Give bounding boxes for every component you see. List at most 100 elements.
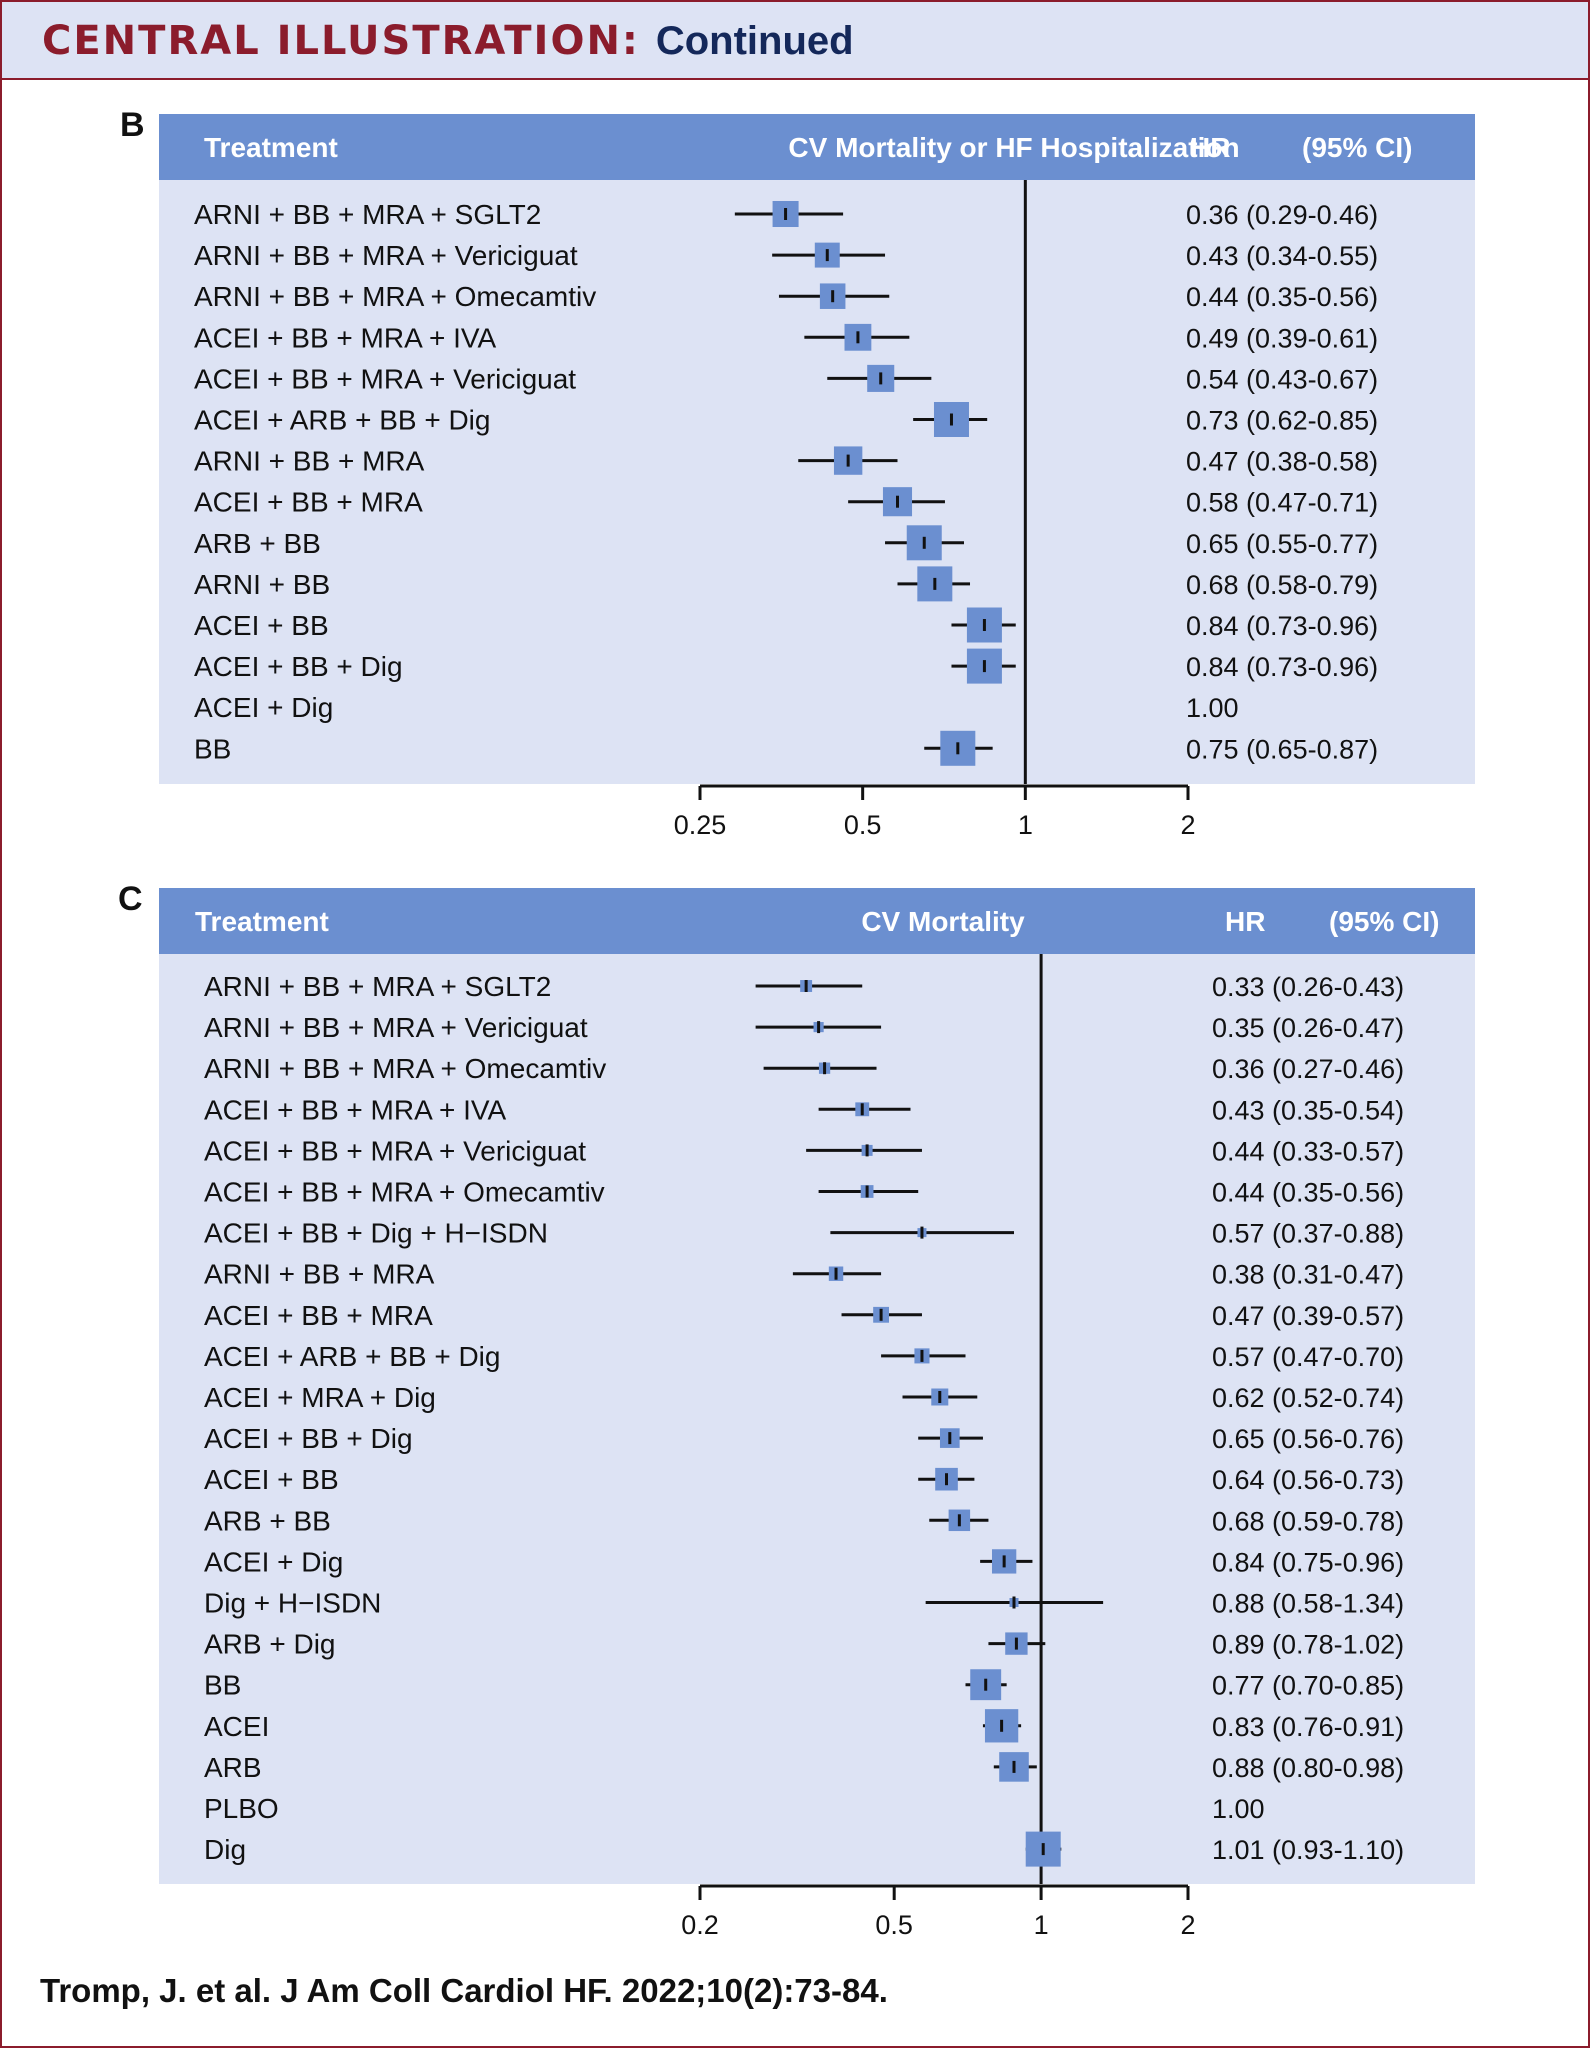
treatment-label: ARB + BB [194,528,321,559]
hr-value-text: 0.88 (0.80-0.98) [1212,1753,1404,1783]
treatment-label: ARNI + BB + MRA [194,446,425,477]
citation: Tromp, J. et al. J Am Coll Cardiol HF. 2… [40,1972,888,2009]
treatment-label: ACEI + BB [204,1464,339,1495]
hr-value-text: 1.00 [1212,1794,1265,1824]
hr-value-text: 0.65 (0.56-0.76) [1212,1424,1404,1454]
forest-plot-panel-c: Treatment CV Mortality HR (95% CI) ARNI + BB… [159,888,1475,1940]
treatment-label: ACEI + Dig [194,692,333,723]
treatment-label: ACEI + BB [194,610,329,641]
treatment-label: PLBO [204,1793,279,1824]
treatment-label: BB [194,733,231,764]
hr-value-text: 0.88 (0.58-1.34) [1212,1589,1404,1619]
hr-value-text: 0.89 (0.78-1.02) [1212,1630,1404,1660]
x-axis-tick-label: 1 [1018,810,1033,840]
hr-value-text: 0.35 (0.26-0.47) [1212,1013,1404,1043]
treatment-label: Dig [204,1834,246,1865]
hr-value-text: 0.58 (0.47-0.71) [1186,488,1378,518]
x-axis-tick-label: 2 [1180,810,1195,840]
column-header-hr: HR [1190,132,1230,163]
hr-value-text: 0.83 (0.76-0.91) [1212,1712,1404,1742]
hr-value-text: 0.84 (0.73-0.96) [1186,611,1378,641]
hr-value-text: 0.68 (0.59-0.78) [1212,1506,1404,1536]
treatment-label: ARB + Dig [204,1629,336,1660]
hr-value-text: 0.62 (0.52-0.74) [1212,1383,1404,1413]
panel-body [159,180,1475,784]
x-axis-tick-label: 0.25 [674,810,727,840]
panel-label-b: B [120,106,145,144]
hr-value-text: 0.57 (0.47-0.70) [1212,1342,1404,1372]
treatment-label: ARNI + BB + MRA + SGLT2 [204,971,551,1002]
treatment-label: BB [204,1670,241,1701]
column-header-outcome: CV Mortality or HF Hospitalization [788,132,1239,163]
treatment-label: ARNI + BB + MRA [204,1259,435,1290]
hr-value-text: 0.68 (0.58-0.79) [1186,570,1378,600]
treatment-label: ACEI + BB + Dig + H−ISDN [204,1218,548,1249]
treatment-label: ACEI [204,1711,269,1742]
table-header-band [159,888,1475,954]
hr-value-text: 0.36 (0.27-0.46) [1212,1054,1404,1084]
treatment-label: ACEI + Dig [204,1546,343,1577]
hr-value-text: 1.01 (0.93-1.10) [1212,1835,1404,1865]
treatment-label: ARNI + BB + MRA + SGLT2 [194,199,541,230]
treatment-label: ACEI + BB + MRA + Vericiguat [194,363,576,394]
treatment-label: ARNI + BB [194,569,330,600]
hr-value-text: 0.75 (0.65-0.87) [1186,734,1378,764]
treatment-label: ACEI + MRA + Dig [204,1382,436,1413]
x-axis-tick-label: 1 [1034,1910,1049,1940]
title-sub: Continued [655,19,854,63]
column-header-ci: (95% CI) [1302,132,1412,163]
treatment-label: ACEI + ARB + BB + Dig [204,1341,500,1372]
treatment-label: ARB [204,1752,262,1783]
panel-label-c: C [118,880,143,918]
forest-plot-panel-b: Treatment CV Mortality or HF Hospitalizat… [159,114,1475,840]
hr-value-text: 0.47 (0.38-0.58) [1186,447,1378,477]
hr-value-text: 0.44 (0.35-0.56) [1186,282,1378,312]
title-band: CENTRAL ILLUSTRATION: Continued [2,2,1588,80]
hr-value-text: 0.36 (0.29-0.46) [1186,200,1378,230]
table-header-band [159,114,1475,180]
hr-value-text: 0.38 (0.31-0.47) [1212,1260,1404,1290]
column-header-outcome: CV Mortality [861,906,1025,937]
hr-value-text: 0.84 (0.73-0.96) [1186,652,1378,682]
x-axis-tick-label: 0.5 [844,810,882,840]
hr-value-text: 0.44 (0.35-0.56) [1212,1178,1404,1208]
treatment-label: ARB + BB [204,1505,331,1536]
hr-value-text: 0.49 (0.39-0.61) [1186,323,1378,353]
treatment-label: ACEI + BB + MRA + IVA [204,1094,506,1125]
x-axis-tick-label: 2 [1180,1910,1195,1940]
hr-value-text: 0.47 (0.39-0.57) [1212,1301,1404,1331]
panel-body [159,954,1475,1884]
column-header-hr: HR [1225,906,1265,937]
treatment-label: ARNI + BB + MRA + Omecamtiv [194,281,596,312]
treatment-label: ARNI + BB + MRA + Omecamtiv [204,1053,606,1084]
treatment-label: ACEI + BB + MRA + Vericiguat [204,1135,586,1166]
page-title: CENTRAL ILLUSTRATION: Continued [42,18,854,64]
treatment-label: ACEI + BB + MRA [194,487,423,518]
hr-value-text: 0.57 (0.37-0.88) [1212,1219,1404,1249]
hr-value-text: 0.73 (0.62-0.85) [1186,406,1378,436]
hr-value-text: 0.44 (0.33-0.57) [1212,1136,1404,1166]
hr-value-text: 0.33 (0.26-0.43) [1212,972,1404,1002]
hr-value-text: 0.65 (0.55-0.77) [1186,529,1378,559]
column-header-treatment: Treatment [204,132,338,163]
treatment-label: ACEI + BB + MRA + Omecamtiv [204,1177,605,1208]
treatment-label: Dig + H−ISDN [204,1588,381,1619]
hr-value-text: 1.00 [1186,693,1239,723]
x-axis-tick-label: 0.2 [681,1910,719,1940]
treatment-label: ACEI + BB + Dig [194,651,403,682]
treatment-label: ACEI + ARB + BB + Dig [194,405,490,436]
treatment-label: ACEI + BB + Dig [204,1423,413,1454]
hr-value-text: 0.43 (0.34-0.55) [1186,241,1378,271]
title-main: CENTRAL ILLUSTRATION: [42,18,640,64]
treatment-label: ARNI + BB + MRA + Vericiguat [194,240,578,271]
hr-value-text: 0.43 (0.35-0.54) [1212,1095,1404,1125]
hr-value-text: 0.64 (0.56-0.73) [1212,1465,1404,1495]
treatment-label: ACEI + BB + MRA [204,1300,433,1331]
column-header-treatment: Treatment [195,906,329,937]
treatment-label: ARNI + BB + MRA + Vericiguat [204,1012,588,1043]
treatment-label: ACEI + BB + MRA + IVA [194,322,496,353]
hr-value-text: 0.54 (0.43-0.67) [1186,364,1378,394]
column-header-ci: (95% CI) [1329,906,1439,937]
hr-value-text: 0.77 (0.70-0.85) [1212,1671,1404,1701]
